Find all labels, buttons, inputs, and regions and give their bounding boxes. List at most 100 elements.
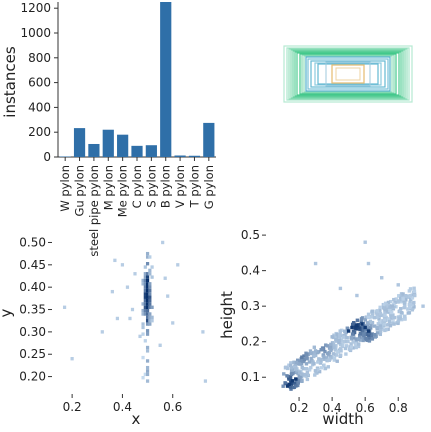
xy-heat-cell [141, 326, 144, 329]
wh-heat-cell [294, 377, 297, 380]
bbox-outline [336, 68, 360, 80]
xy-heat-cell [146, 369, 149, 372]
xy-heat-cell [148, 312, 151, 315]
bar [74, 128, 85, 157]
bar-y-tick-label: 600 [28, 76, 51, 90]
wh-heat-cell [284, 366, 287, 369]
wh-heat-cell [367, 262, 370, 265]
wh-heatmap-cells [281, 241, 424, 391]
wh-heat-cell [314, 262, 317, 265]
wh-heat-cell [413, 294, 416, 297]
bar [146, 145, 157, 157]
wh-y-tick-label: 0.4 [241, 264, 260, 278]
xy-heat-cell [146, 279, 149, 282]
wh-heat-cell [290, 366, 293, 369]
wh-heat-cell [350, 326, 353, 329]
wh-heat-cell [399, 307, 402, 310]
bar [174, 156, 185, 157]
wh-x-tick-label: 0.8 [389, 401, 408, 415]
xy-heat-cell [161, 241, 164, 244]
wh-heat-cell [287, 377, 290, 380]
xy-heat-cell [144, 339, 147, 342]
xy-heat-cell [148, 296, 151, 299]
xy-heat-cell [146, 252, 149, 255]
bar-y-tick-label: 1000 [20, 26, 51, 40]
wh-heat-cell [336, 360, 339, 363]
wh-heat-cell [401, 297, 404, 300]
bar-series [60, 2, 215, 157]
xy-y-ticks: 0.200.250.300.350.400.450.50 [19, 235, 52, 383]
wh-heat-cell [346, 340, 349, 343]
xy-heat-cell [146, 346, 149, 349]
wh-heat-cell [320, 366, 323, 369]
wh-heat-cell [360, 317, 363, 320]
xy-heat-cell [138, 335, 141, 338]
wh-heat-cell [409, 287, 412, 290]
wh-heat-cell [393, 316, 396, 319]
wh-heat-cell [392, 298, 395, 301]
wh-heat-cell [322, 355, 325, 358]
xy-x-axis-label: x [132, 410, 141, 428]
xy-heat-cell [171, 321, 174, 324]
bar-x-tick-label: V pylon [173, 165, 187, 208]
wh-heat-cell [379, 324, 382, 327]
wh-heat-cell [305, 353, 308, 356]
xy-heat-cell [148, 292, 151, 295]
bar-x-tick-label: Gu pylon [73, 165, 87, 216]
wh-heat-cell [291, 372, 294, 375]
wh-heat-cell [306, 371, 309, 374]
xy-heat-cell [148, 282, 151, 285]
wh-heat-cell [355, 346, 358, 349]
xy-heat-cell [176, 263, 179, 266]
bar-x-tick-label: Me pylon [116, 165, 130, 217]
xy-heat-cell [146, 309, 149, 312]
wh-heat-cell [314, 369, 317, 372]
bar [88, 144, 99, 157]
wh-heat-cell [295, 361, 298, 364]
wh-x-axis-label: width [322, 410, 363, 428]
wh-heat-cell [397, 283, 400, 286]
xy-heat-cell [201, 330, 204, 333]
xy-heat-cell [148, 302, 151, 305]
xy-heat-cell [148, 299, 151, 302]
wh-heat-cell [324, 367, 327, 370]
xy-y-tick-label: 0.50 [19, 235, 46, 249]
bar-y-tick-label: 200 [28, 125, 51, 139]
wh-heat-cell [408, 303, 411, 306]
wh-heat-cell [329, 349, 332, 352]
bbox-overlay-panel [284, 46, 412, 102]
wh-heat-cell [389, 314, 392, 317]
xy-heat-cell [63, 306, 66, 309]
xy-heat-cell [148, 289, 151, 292]
wh-heat-cell [373, 333, 376, 336]
bbox-outline [293, 51, 403, 97]
wh-heat-cell [344, 347, 347, 350]
xy-x-tick-label: 0.2 [63, 400, 82, 414]
wh-heat-cell [320, 348, 323, 351]
wh-heat-cell [367, 313, 370, 316]
xy-heat-cell [148, 322, 151, 325]
wh-x-tick-label: 0.2 [290, 401, 309, 415]
wh-heat-cell [400, 311, 403, 314]
wh-heat-cell [385, 328, 388, 331]
wh-heat-cell [306, 378, 309, 381]
xy-heat-cell [146, 373, 149, 376]
xy-heat-cell [151, 306, 154, 309]
wh-heat-cell [327, 358, 330, 361]
wh-heat-cell [332, 352, 335, 355]
wh-heat-cell [309, 366, 312, 369]
xy-y-tick-label: 0.45 [19, 258, 46, 272]
wh-heat-cell [376, 309, 379, 312]
wh-heat-cell [317, 357, 320, 360]
xy-heat-cell [141, 376, 144, 379]
xy-y-tick-label: 0.35 [19, 303, 46, 317]
xy-y-axis-label: y [0, 308, 15, 317]
bar-y-tick-label: 0 [43, 150, 51, 164]
wh-heat-cell [357, 342, 360, 345]
